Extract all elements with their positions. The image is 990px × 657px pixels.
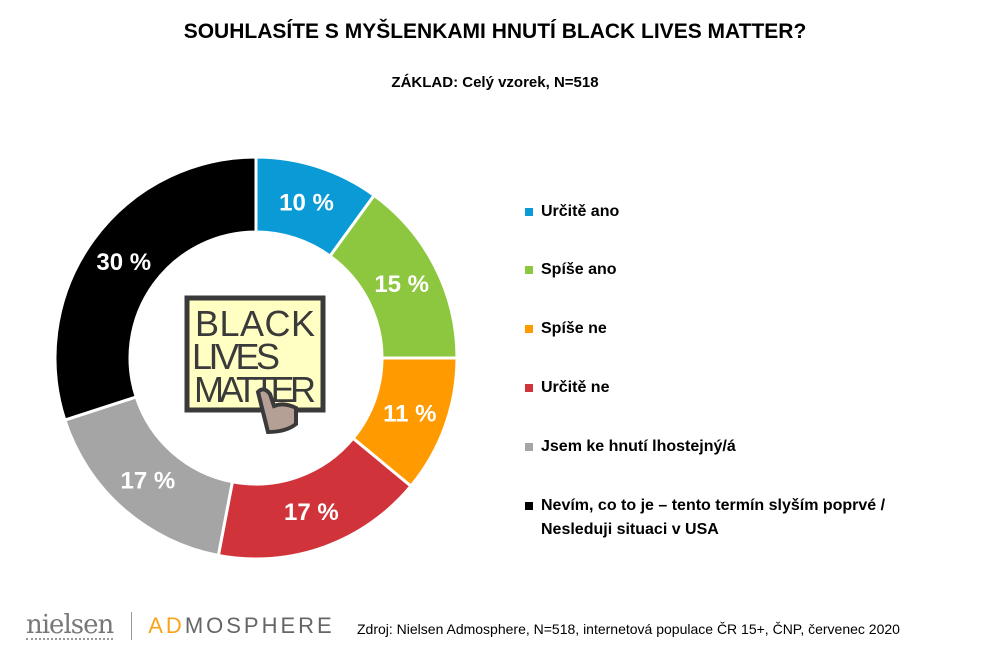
svg-text:BLACK: BLACK — [195, 303, 315, 344]
legend-swatch — [525, 502, 533, 510]
slice-data-label: 15 % — [374, 271, 429, 298]
legend-swatch — [525, 208, 533, 216]
slice-data-label: 17 % — [284, 499, 339, 526]
legend-item-nevim: Nevím, co to je – tento termín slyším po… — [525, 494, 885, 542]
legend-label: Určitě ne — [541, 379, 610, 396]
legend-label: Spíše ano — [541, 261, 617, 278]
chart-subtitle: ZÁKLAD: Celý vzorek, N=518 — [391, 74, 599, 91]
legend-swatch — [525, 266, 533, 274]
legend-swatch — [525, 325, 533, 333]
legend-swatch — [525, 443, 533, 451]
chart-title: SOUHLASÍTE S MYŠLENKAMI HNUTÍ BLACK LIVE… — [183, 20, 807, 43]
legend-label: Nevím, co to je – tento termín slyším po… — [541, 497, 886, 514]
legend-item-spise-ne: Spíše ne — [525, 317, 607, 341]
legend-item-urcite-ano: Určitě ano — [525, 200, 619, 224]
admosphere-logo: ADMOSPHERE — [148, 613, 335, 638]
source-note: Zdroj: Nielsen Admosphere, N=518, intern… — [357, 621, 900, 637]
legend-swatch — [525, 384, 533, 392]
svg-text:LIVES: LIVES — [192, 336, 280, 377]
donut-slice — [53, 155, 258, 423]
black-lives-matter-logo: BLACK LIVES MATTER — [184, 295, 326, 435]
legend-item-urcite-ne: Určitě ne — [525, 376, 609, 400]
legend-label: Jsem ke hnutí lhostejný/á — [541, 438, 736, 455]
legend-label: Spíše ne — [541, 320, 607, 337]
legend-label-line2: Nesleduji situaci v USA — [541, 521, 719, 538]
nielsen-logo: nielsen — [26, 610, 114, 640]
slice-data-label: 11 % — [383, 400, 436, 427]
slice-data-label: 17 % — [121, 468, 176, 495]
slice-data-label: 10 % — [279, 190, 334, 217]
legend-label: Určitě ano — [541, 203, 620, 220]
footer-logos: nielsen ADMOSPHERE — [26, 612, 335, 640]
slice-data-label: 30 % — [96, 249, 151, 276]
legend-item-lhostejny: Jsem ke hnutí lhostejný/á — [525, 435, 736, 459]
legend-item-spise-ano: Spíše ano — [525, 258, 617, 282]
logo-divider — [131, 612, 133, 640]
svg-text:MATTER: MATTER — [194, 369, 316, 410]
